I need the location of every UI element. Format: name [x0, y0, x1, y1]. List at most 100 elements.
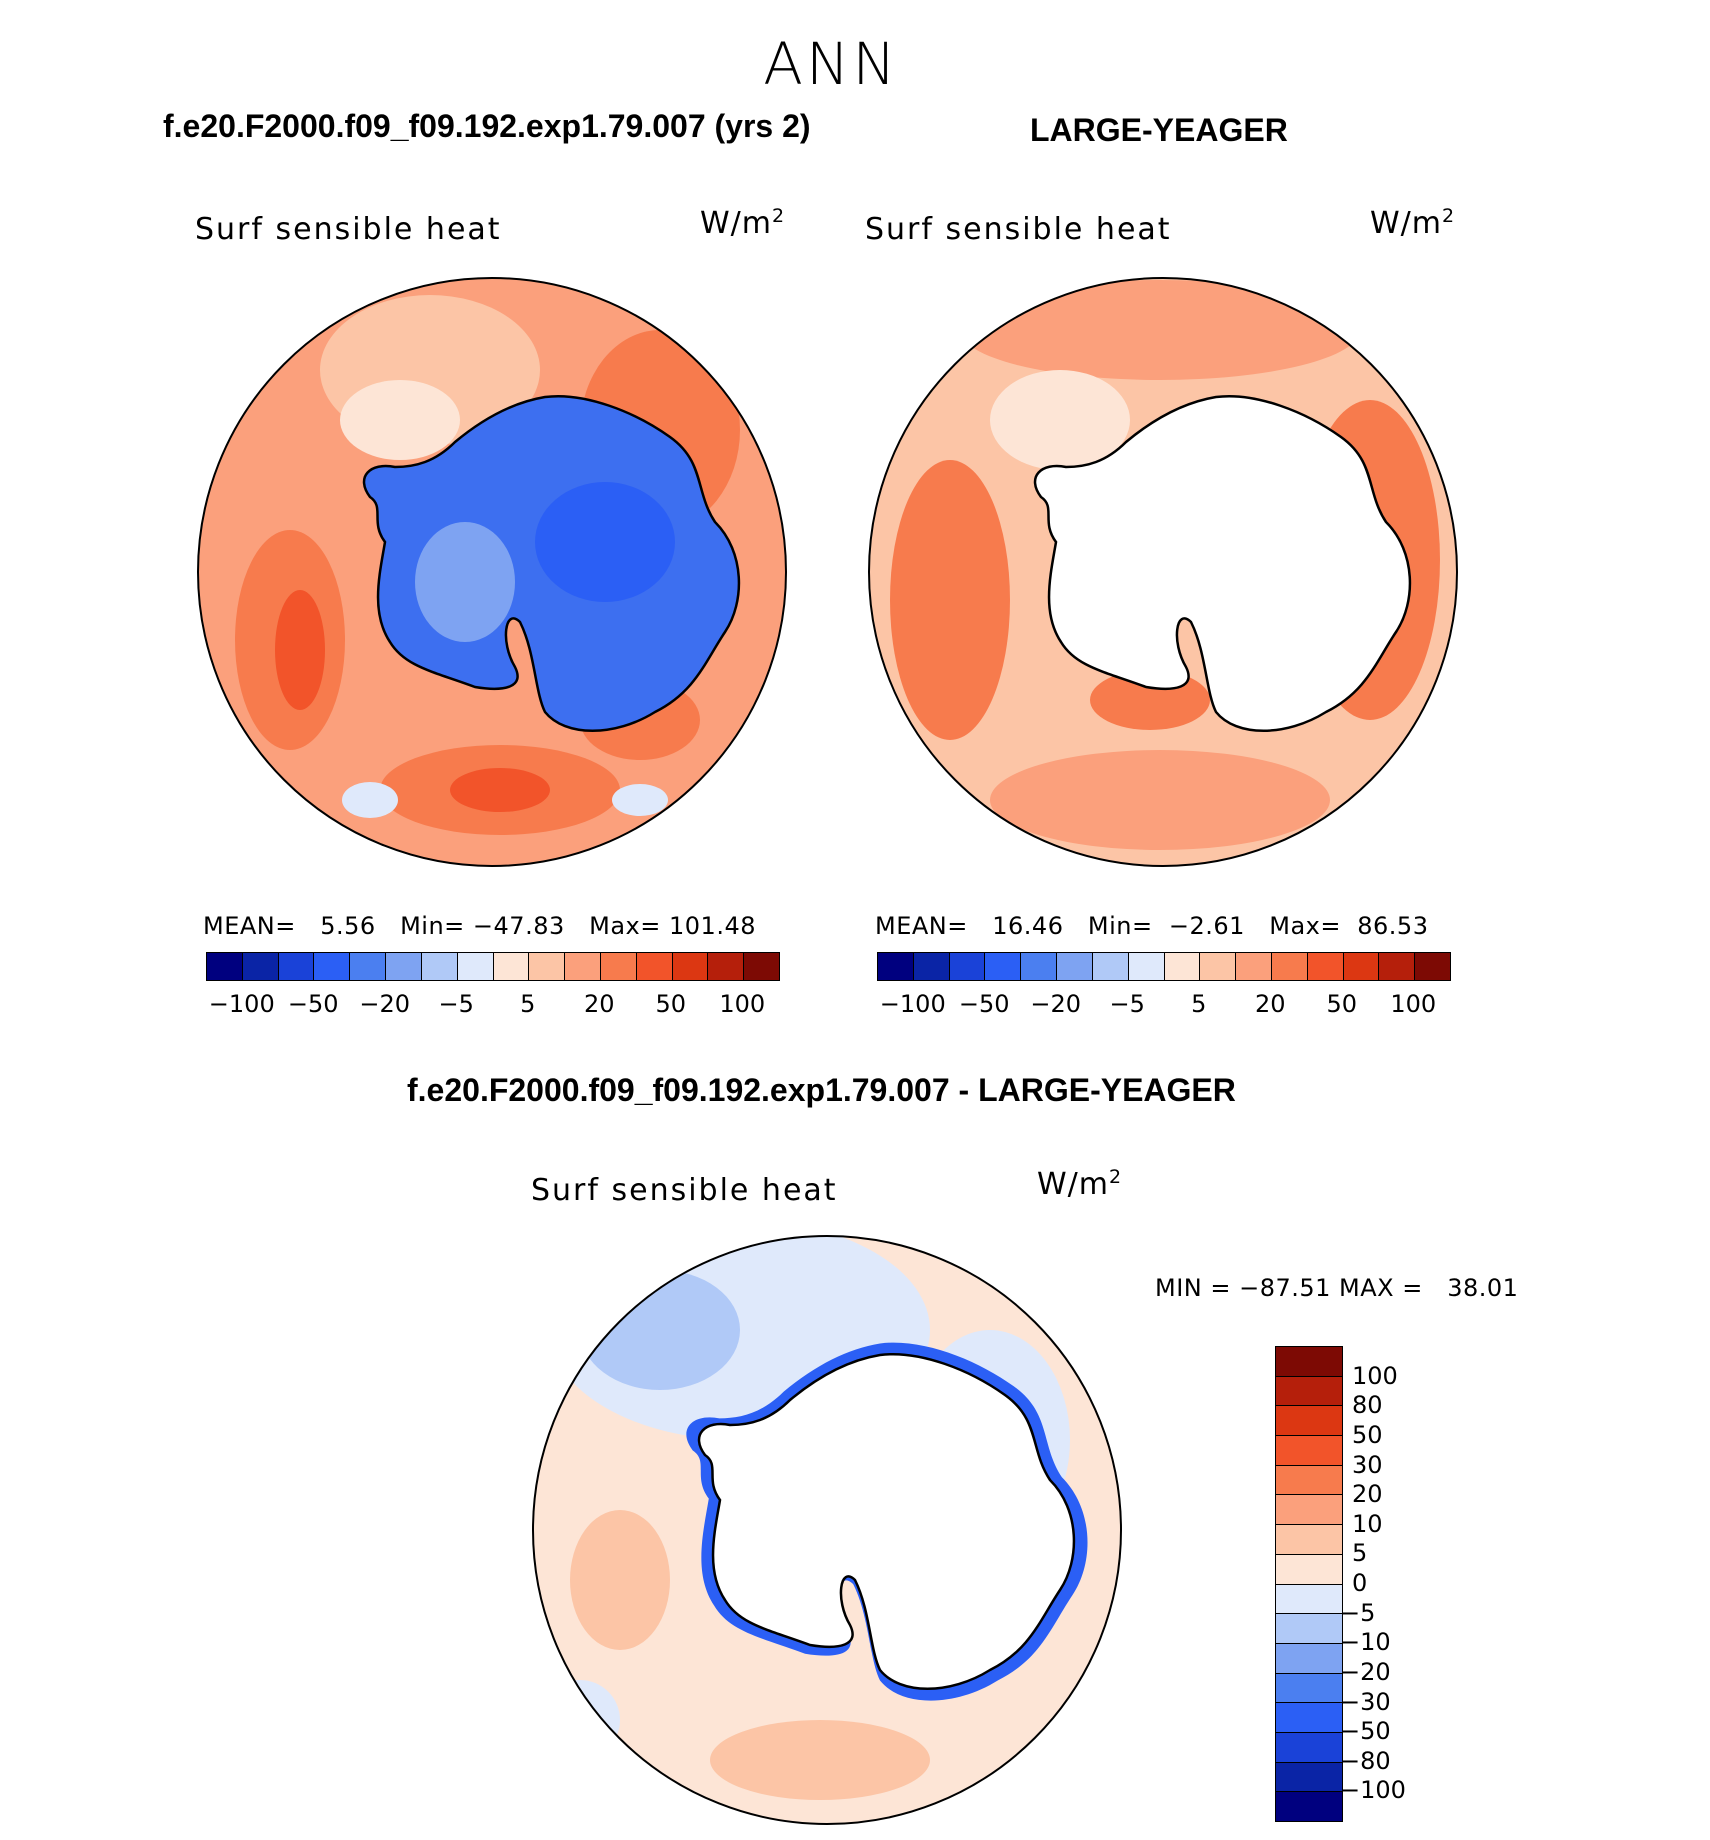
colorbar-tick-label: −50 [1340, 1717, 1391, 1746]
panel1-colorbar [206, 952, 780, 981]
colorbar-tick-label: 100 [1390, 990, 1437, 1018]
colorbar-box [1342, 953, 1379, 980]
colorbar-tick-label: 10 [1352, 1509, 1383, 1538]
panel3-map-border [532, 1235, 1122, 1825]
colorbar-box [207, 953, 242, 980]
colorbar-tick-label: −100 [1340, 1776, 1406, 1805]
panel2-variable-label: Surf sensible heat [865, 212, 1172, 247]
colorbar-box [1276, 1731, 1342, 1762]
panel2-map [868, 277, 1458, 867]
figure-title: ANN [763, 30, 899, 98]
panel3-colorbar-labels: 100 80 50 30 20 10 5 0 −5 −10 −20 −30 −50 −80 −100 [1340, 1346, 1448, 1820]
colorbar-box [420, 953, 457, 980]
colorbar-box [984, 953, 1021, 980]
colorbar-tick-label: 30 [1352, 1450, 1383, 1479]
panel2-colorbar-ticks: −100 −50 −20 −5 5 20 50 100 [877, 990, 1449, 1020]
colorbar-tick-label: 5 [520, 990, 536, 1018]
colorbar-tick-label: −5 [1340, 1598, 1376, 1627]
panel3-map [532, 1235, 1122, 1825]
colorbar-tick-label: 5 [1352, 1539, 1368, 1568]
colorbar-box [1276, 1613, 1342, 1643]
colorbar-box [743, 953, 779, 980]
colorbar-box [1091, 953, 1128, 980]
colorbar-box [1276, 1791, 1342, 1821]
colorbar-box [599, 953, 636, 980]
colorbar-box [1276, 1761, 1342, 1792]
colorbar-box [1235, 953, 1271, 980]
colorbar-box [277, 953, 314, 980]
colorbar-tick-label: −100 [208, 990, 275, 1018]
panel1-variable-label: Surf sensible heat [195, 212, 502, 247]
panel1-stats: MEAN= 5.56 Min= −47.83 Max= 101.48 [203, 912, 756, 940]
colorbar-tick-label: 0 [1352, 1569, 1368, 1597]
panel3-variable-label: Surf sensible heat [531, 1173, 838, 1208]
colorbar-box [1276, 1524, 1342, 1554]
colorbar-box [1276, 1553, 1342, 1584]
colorbar-box [671, 953, 708, 980]
colorbar-tick-label: 50 [655, 990, 687, 1018]
colorbar-tick-label: −50 [287, 990, 339, 1018]
colorbar-box [528, 953, 565, 980]
colorbar-box [1276, 1405, 1342, 1436]
panel2-units: W/m2 [1370, 205, 1456, 241]
colorbar-tick-label: 20 [1352, 1480, 1383, 1509]
panel2-map-border [868, 277, 1458, 867]
colorbar-box [912, 953, 949, 980]
colorbar-tick-label: 80 [1352, 1391, 1383, 1420]
colorbar-tick-label: 50 [1326, 990, 1358, 1018]
colorbar-box [878, 953, 913, 980]
colorbar-box [456, 953, 493, 980]
panel3-min-max: MIN = −87.51 MAX = 38.01 [1155, 1274, 1519, 1302]
panel3-case-title: f.e20.F2000.f09_f09.192.exp1.79.007 - LA… [407, 1072, 1236, 1108]
colorbar-tick-label: −5 [1109, 990, 1145, 1018]
colorbar-box [1276, 1583, 1342, 1614]
colorbar-box [1276, 1672, 1342, 1703]
panel2-colorbar [877, 952, 1451, 981]
colorbar-box [313, 953, 350, 980]
colorbar-tick-label: −30 [1340, 1687, 1391, 1716]
panel3-units: W/m2 [1037, 1166, 1123, 1202]
colorbar-box [1276, 1464, 1342, 1495]
colorbar-tick-label: −100 [879, 990, 946, 1018]
colorbar-box [1270, 953, 1307, 980]
colorbar-box [1163, 953, 1200, 980]
colorbar-box [1276, 1494, 1342, 1525]
colorbar-tick-label: 50 [1352, 1420, 1383, 1449]
colorbar-box [1276, 1642, 1342, 1673]
colorbar-box [241, 953, 278, 980]
colorbar-box [385, 953, 421, 980]
colorbar-box [635, 953, 672, 980]
colorbar-tick-label: −20 [359, 990, 411, 1018]
colorbar-box [1276, 1375, 1342, 1406]
colorbar-box [1127, 953, 1164, 980]
colorbar-box [1056, 953, 1092, 980]
panel1-map [197, 277, 787, 867]
colorbar-tick-label: −5 [438, 990, 474, 1018]
colorbar-tick-label: −10 [1340, 1628, 1391, 1657]
colorbar-box [1306, 953, 1343, 980]
colorbar-tick-label: −20 [1030, 990, 1082, 1018]
colorbar-box [492, 953, 529, 980]
colorbar-tick-label: 20 [1254, 990, 1286, 1018]
panel1-units: W/m2 [700, 205, 786, 241]
colorbar-box [707, 953, 744, 980]
colorbar-tick-label: −80 [1340, 1746, 1391, 1775]
colorbar-box [349, 953, 386, 980]
colorbar-box [1199, 953, 1236, 980]
colorbar-tick-label: −50 [958, 990, 1010, 1018]
colorbar-box [1276, 1702, 1342, 1732]
colorbar-box [1276, 1347, 1342, 1376]
colorbar-tick-label: 5 [1191, 990, 1207, 1018]
panel1-case-title: f.e20.F2000.f09_f09.192.exp1.79.007 (yrs… [163, 108, 811, 144]
panel2-case-title: LARGE-YEAGER [1030, 112, 1288, 148]
panel1-map-border [197, 277, 787, 867]
colorbar-box [1020, 953, 1057, 980]
colorbar-tick-label: 20 [583, 990, 615, 1018]
panel3-colorbar [1275, 1346, 1343, 1822]
colorbar-box [1414, 953, 1450, 980]
colorbar-tick-label: −20 [1340, 1657, 1391, 1686]
colorbar-box [948, 953, 985, 980]
colorbar-box [1276, 1435, 1342, 1465]
colorbar-tick-label: 100 [719, 990, 766, 1018]
